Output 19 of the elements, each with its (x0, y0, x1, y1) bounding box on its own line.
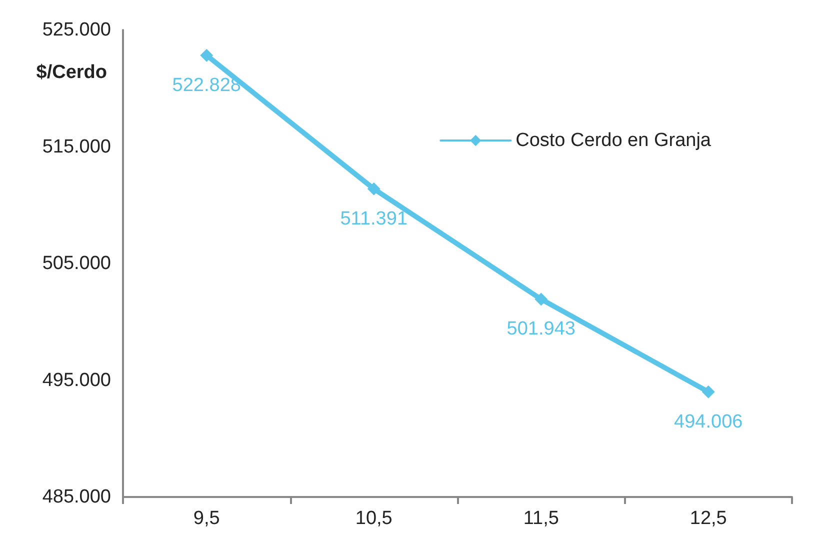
y-tick-label: 505.000 (42, 253, 111, 274)
point (200, 48, 214, 62)
legend-label: Costo Cerdo en Granja (516, 130, 712, 151)
y-axis-title: $/Cerdo (36, 62, 107, 83)
data-label: 511.391 (340, 208, 408, 230)
data-label: 522.828 (172, 74, 241, 96)
data-label: 494.006 (674, 411, 743, 432)
y-tick-label: 485.000 (42, 486, 111, 508)
y-tick-label: 515.000 (42, 136, 111, 158)
y-tick-label: 525.000 (42, 20, 111, 40)
data-label: 501.943 (506, 318, 576, 340)
x-tick-label: 9,5 (193, 508, 220, 529)
point (534, 292, 548, 306)
x-tick-label: 11,5 (523, 508, 559, 529)
point (702, 385, 715, 398)
point (367, 182, 380, 196)
y-tick-label: 495.000 (42, 370, 111, 391)
x-tick-label: 12,5 (690, 508, 727, 529)
x-tick-label: 10,5 (355, 508, 392, 529)
